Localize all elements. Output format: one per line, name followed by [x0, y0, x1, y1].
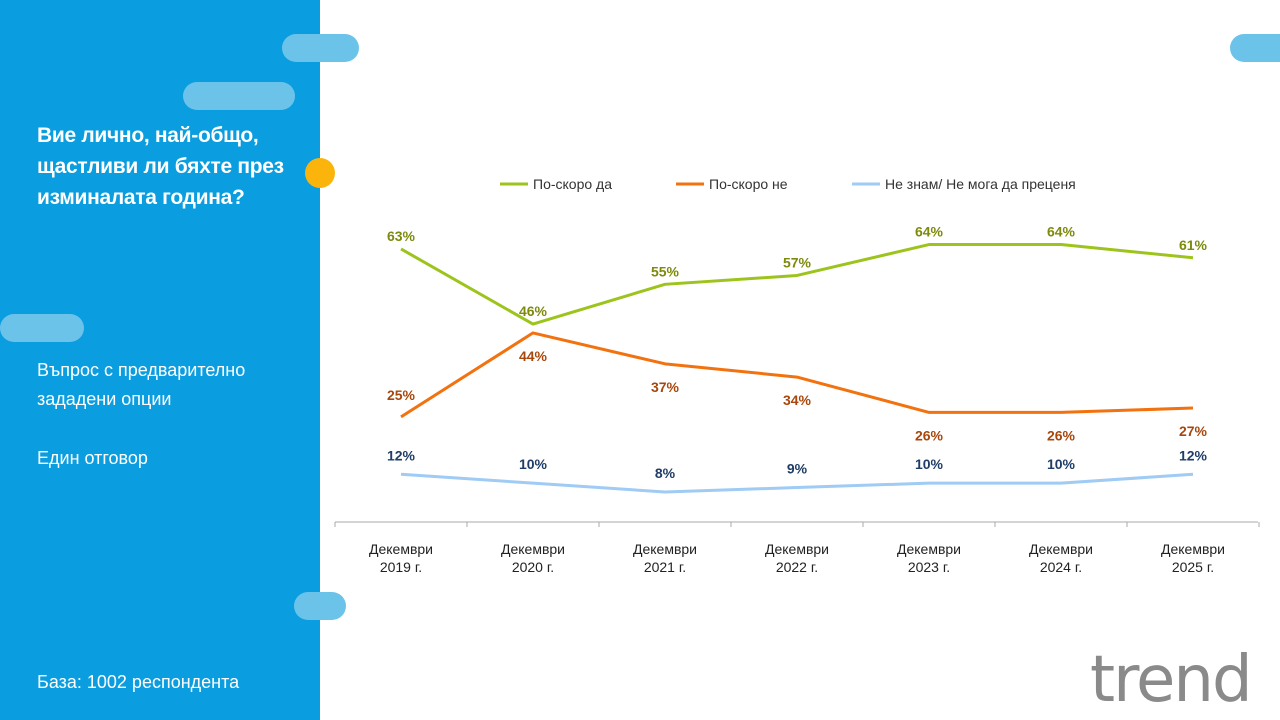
data-label: 12%	[387, 447, 416, 463]
x-tick-label: Декември 2021 г.	[633, 541, 697, 575]
data-label: 12%	[1179, 447, 1208, 463]
x-tick-label: Декември 2024 г.	[1029, 541, 1093, 575]
data-label: 10%	[1047, 456, 1076, 472]
data-label: 37%	[651, 379, 680, 395]
legend-label: По-скоро не	[709, 176, 788, 192]
answer-type: Един отговор	[37, 448, 148, 468]
data-label: 27%	[1179, 423, 1208, 439]
question-title: Вие лично, най-общо, щастливи ли бяхте п…	[37, 124, 284, 209]
data-label: 64%	[915, 224, 944, 240]
sidebar: Вие лично, най-общо, щастливи ли бяхте п…	[0, 0, 320, 720]
x-tick-label: Декември 2023 г.	[897, 541, 961, 575]
x-tick-label: Декември 2020 г.	[501, 541, 565, 575]
data-label: 8%	[655, 465, 676, 481]
data-label: 57%	[783, 254, 812, 270]
series-line-2	[400, 472, 1194, 494]
data-label: 44%	[519, 348, 548, 364]
data-label: 46%	[519, 303, 548, 319]
question-type: Въпрос с предварително зададени опции	[37, 360, 246, 409]
series-line-1	[400, 331, 1194, 419]
data-label: 55%	[651, 263, 680, 279]
legend-label: По-скоро да	[533, 176, 612, 192]
data-label: 10%	[915, 456, 944, 472]
data-label: 26%	[1047, 427, 1076, 443]
data-label: 63%	[387, 228, 416, 244]
base-note: База: 1002 респондента	[37, 672, 240, 692]
trend-logo: trend	[1090, 643, 1253, 717]
data-label: 10%	[519, 456, 548, 472]
data-label: 26%	[915, 427, 944, 443]
x-tick-label: Декември 2025 г.	[1161, 541, 1225, 575]
data-label: 25%	[387, 387, 416, 403]
decor-dot	[305, 158, 335, 188]
data-label: 9%	[787, 461, 808, 477]
decor-pill	[282, 34, 359, 62]
data-label: 64%	[1047, 224, 1076, 240]
decor-pill	[294, 592, 346, 620]
decor-pill	[183, 82, 295, 110]
legend-label: Не знам/ Не мога да преценя	[885, 176, 1076, 192]
decor-pill	[0, 314, 84, 342]
x-tick-label: Декември 2022 г.	[765, 541, 829, 575]
decor-pill	[1230, 34, 1280, 62]
data-label: 61%	[1179, 237, 1208, 253]
x-tick-label: Декември 2019 г.	[369, 541, 433, 575]
data-label: 34%	[783, 392, 812, 408]
series-line-0	[400, 243, 1194, 326]
